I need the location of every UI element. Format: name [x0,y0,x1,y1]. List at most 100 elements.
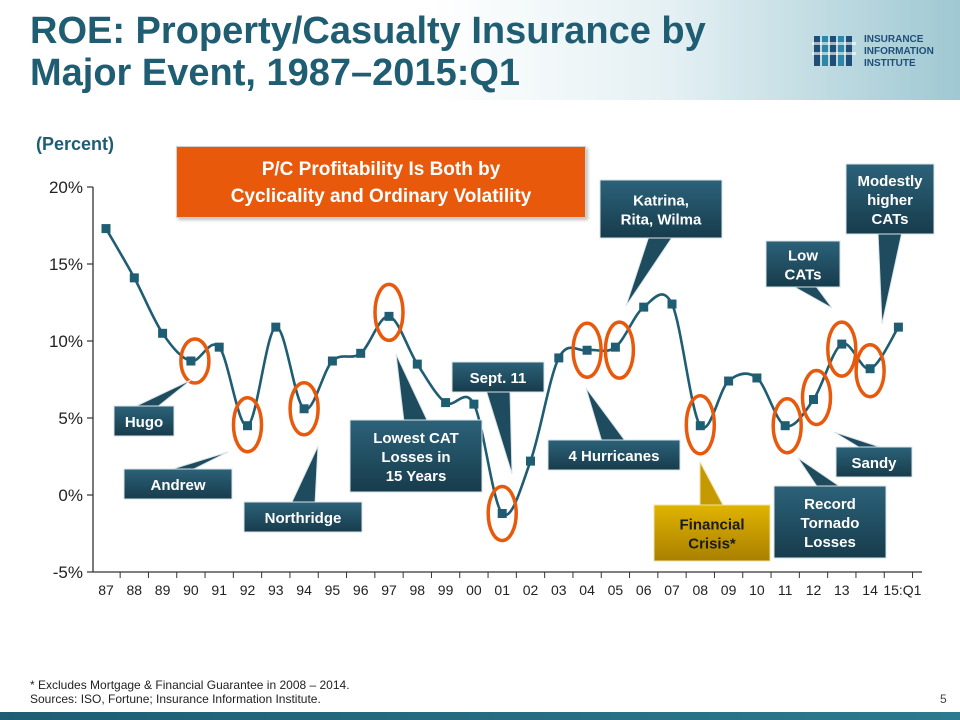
callout-label: Losses in [381,449,450,466]
callout-label: Sept. 11 [470,370,527,387]
y-tick-label: 5% [58,409,83,428]
callout-label: Crisis* [688,536,736,553]
header-band [0,0,960,100]
callout-pointer [585,387,627,443]
callout-pointer [395,353,429,423]
page-title: ROE: Property/Casualty Insurance by Majo… [30,10,770,94]
event-highlight-ellipse [603,320,636,380]
title-line-1: ROE: Property/Casualty Insurance by [30,10,706,52]
x-tick-label: 90 [183,582,199,598]
event-highlight-ellipse [486,484,518,543]
callout-box [547,439,681,471]
callout-box [765,240,841,288]
data-point [441,398,451,408]
x-tick-label: 12 [806,582,822,598]
headline-line-2: Cyclicality and Ordinary Volatility [230,186,532,207]
data-point [469,399,479,409]
x-tick-label: 87 [98,582,114,598]
x-tick-label: 11 [778,582,793,598]
callout-label: higher [867,192,913,209]
data-point [780,421,790,431]
footnote-line-2: Sources: ISO, Fortune; Insurance Informa… [30,692,321,706]
data-point [214,342,224,352]
callout-label: Modestly [857,173,923,190]
y-tick-label: 0% [58,486,83,505]
callout-label: Tornado [801,515,860,532]
logo-wordmark: INSURANCE INFORMATION INSTITUTE [864,34,934,70]
x-tick-label: 08 [693,582,709,598]
callout-label: Sandy [851,455,897,472]
callout-label: Rita, Wilma [621,212,702,229]
callout-box [773,485,887,559]
data-point [186,356,196,366]
headline-line-1: P/C Profitability Is Both by [261,159,501,180]
data-point [809,395,818,405]
data-point [101,224,111,234]
y-tick-label: -5% [53,563,83,582]
callout-label: Losses [804,534,856,551]
callout-pointer [797,457,844,489]
iii-logo: INSURANCE INFORMATION INSTITUTE [812,30,960,78]
callout-box [653,504,771,562]
event-highlight-ellipse [571,321,603,379]
x-tick-label: 06 [636,582,652,598]
data-point [384,311,394,321]
data-point [865,364,875,374]
callout-label: CATs [785,267,822,284]
data-point [752,373,762,383]
callout-box [243,501,363,533]
y-tick-label: 15% [49,255,83,274]
page-number: 5 [940,692,947,706]
x-tick-label: 97 [381,582,397,598]
data-point [271,322,281,332]
callout-box [349,419,483,493]
callout-pointer [833,431,887,450]
logo-line-1: INSURANCE [864,34,924,45]
x-tick-label: 03 [551,582,567,598]
x-tick-label: 91 [211,582,227,598]
callout-pointer [877,231,903,325]
x-tick-label: 10 [749,582,765,598]
callout-pointer [699,461,725,508]
logo-mark-icon [812,36,856,66]
data-point [129,273,139,283]
x-tick-label: 98 [410,582,426,598]
data-point [667,299,677,309]
data-point [582,345,592,355]
callout-box [835,446,913,478]
footnote: * Excludes Mortgage & Financial Guarante… [30,678,350,706]
x-tick-label: 01 [494,582,510,598]
x-tick-label: 88 [127,582,143,598]
data-point [639,302,649,312]
data-point [610,342,620,352]
event-highlight-ellipse [854,342,886,399]
x-tick-label: 04 [579,582,595,598]
data-point [243,421,252,431]
logo-line-2: INFORMATION [864,46,934,57]
event-highlight-ellipse [800,368,833,427]
x-tick-label: 15:Q1 [883,582,921,598]
callout-box [845,163,935,235]
callout-label: 4 Hurricanes [569,448,660,465]
title-line-2: Major Event, 1987–2015:Q1 [30,52,521,94]
data-point [837,339,847,349]
x-tick-label: 13 [834,582,850,598]
x-tick-label: 93 [268,582,284,598]
callout-box [451,361,545,393]
data-point [724,376,734,386]
callout-pointer [131,379,192,409]
y-tick-label: 20% [49,178,83,197]
unit-label: (Percent) [36,134,115,154]
data-point [158,328,168,338]
x-tick-label: 92 [240,582,256,598]
data-point [526,456,535,466]
callout-label: Record [804,496,856,513]
callout-pointer [290,445,319,505]
callout-label: Northridge [265,510,342,527]
callout-label: CATs [872,211,909,228]
x-tick-label: 99 [438,582,454,598]
x-tick-label: 94 [296,582,312,598]
logo-line-3: INSTITUTE [864,58,916,69]
data-point [554,353,564,363]
